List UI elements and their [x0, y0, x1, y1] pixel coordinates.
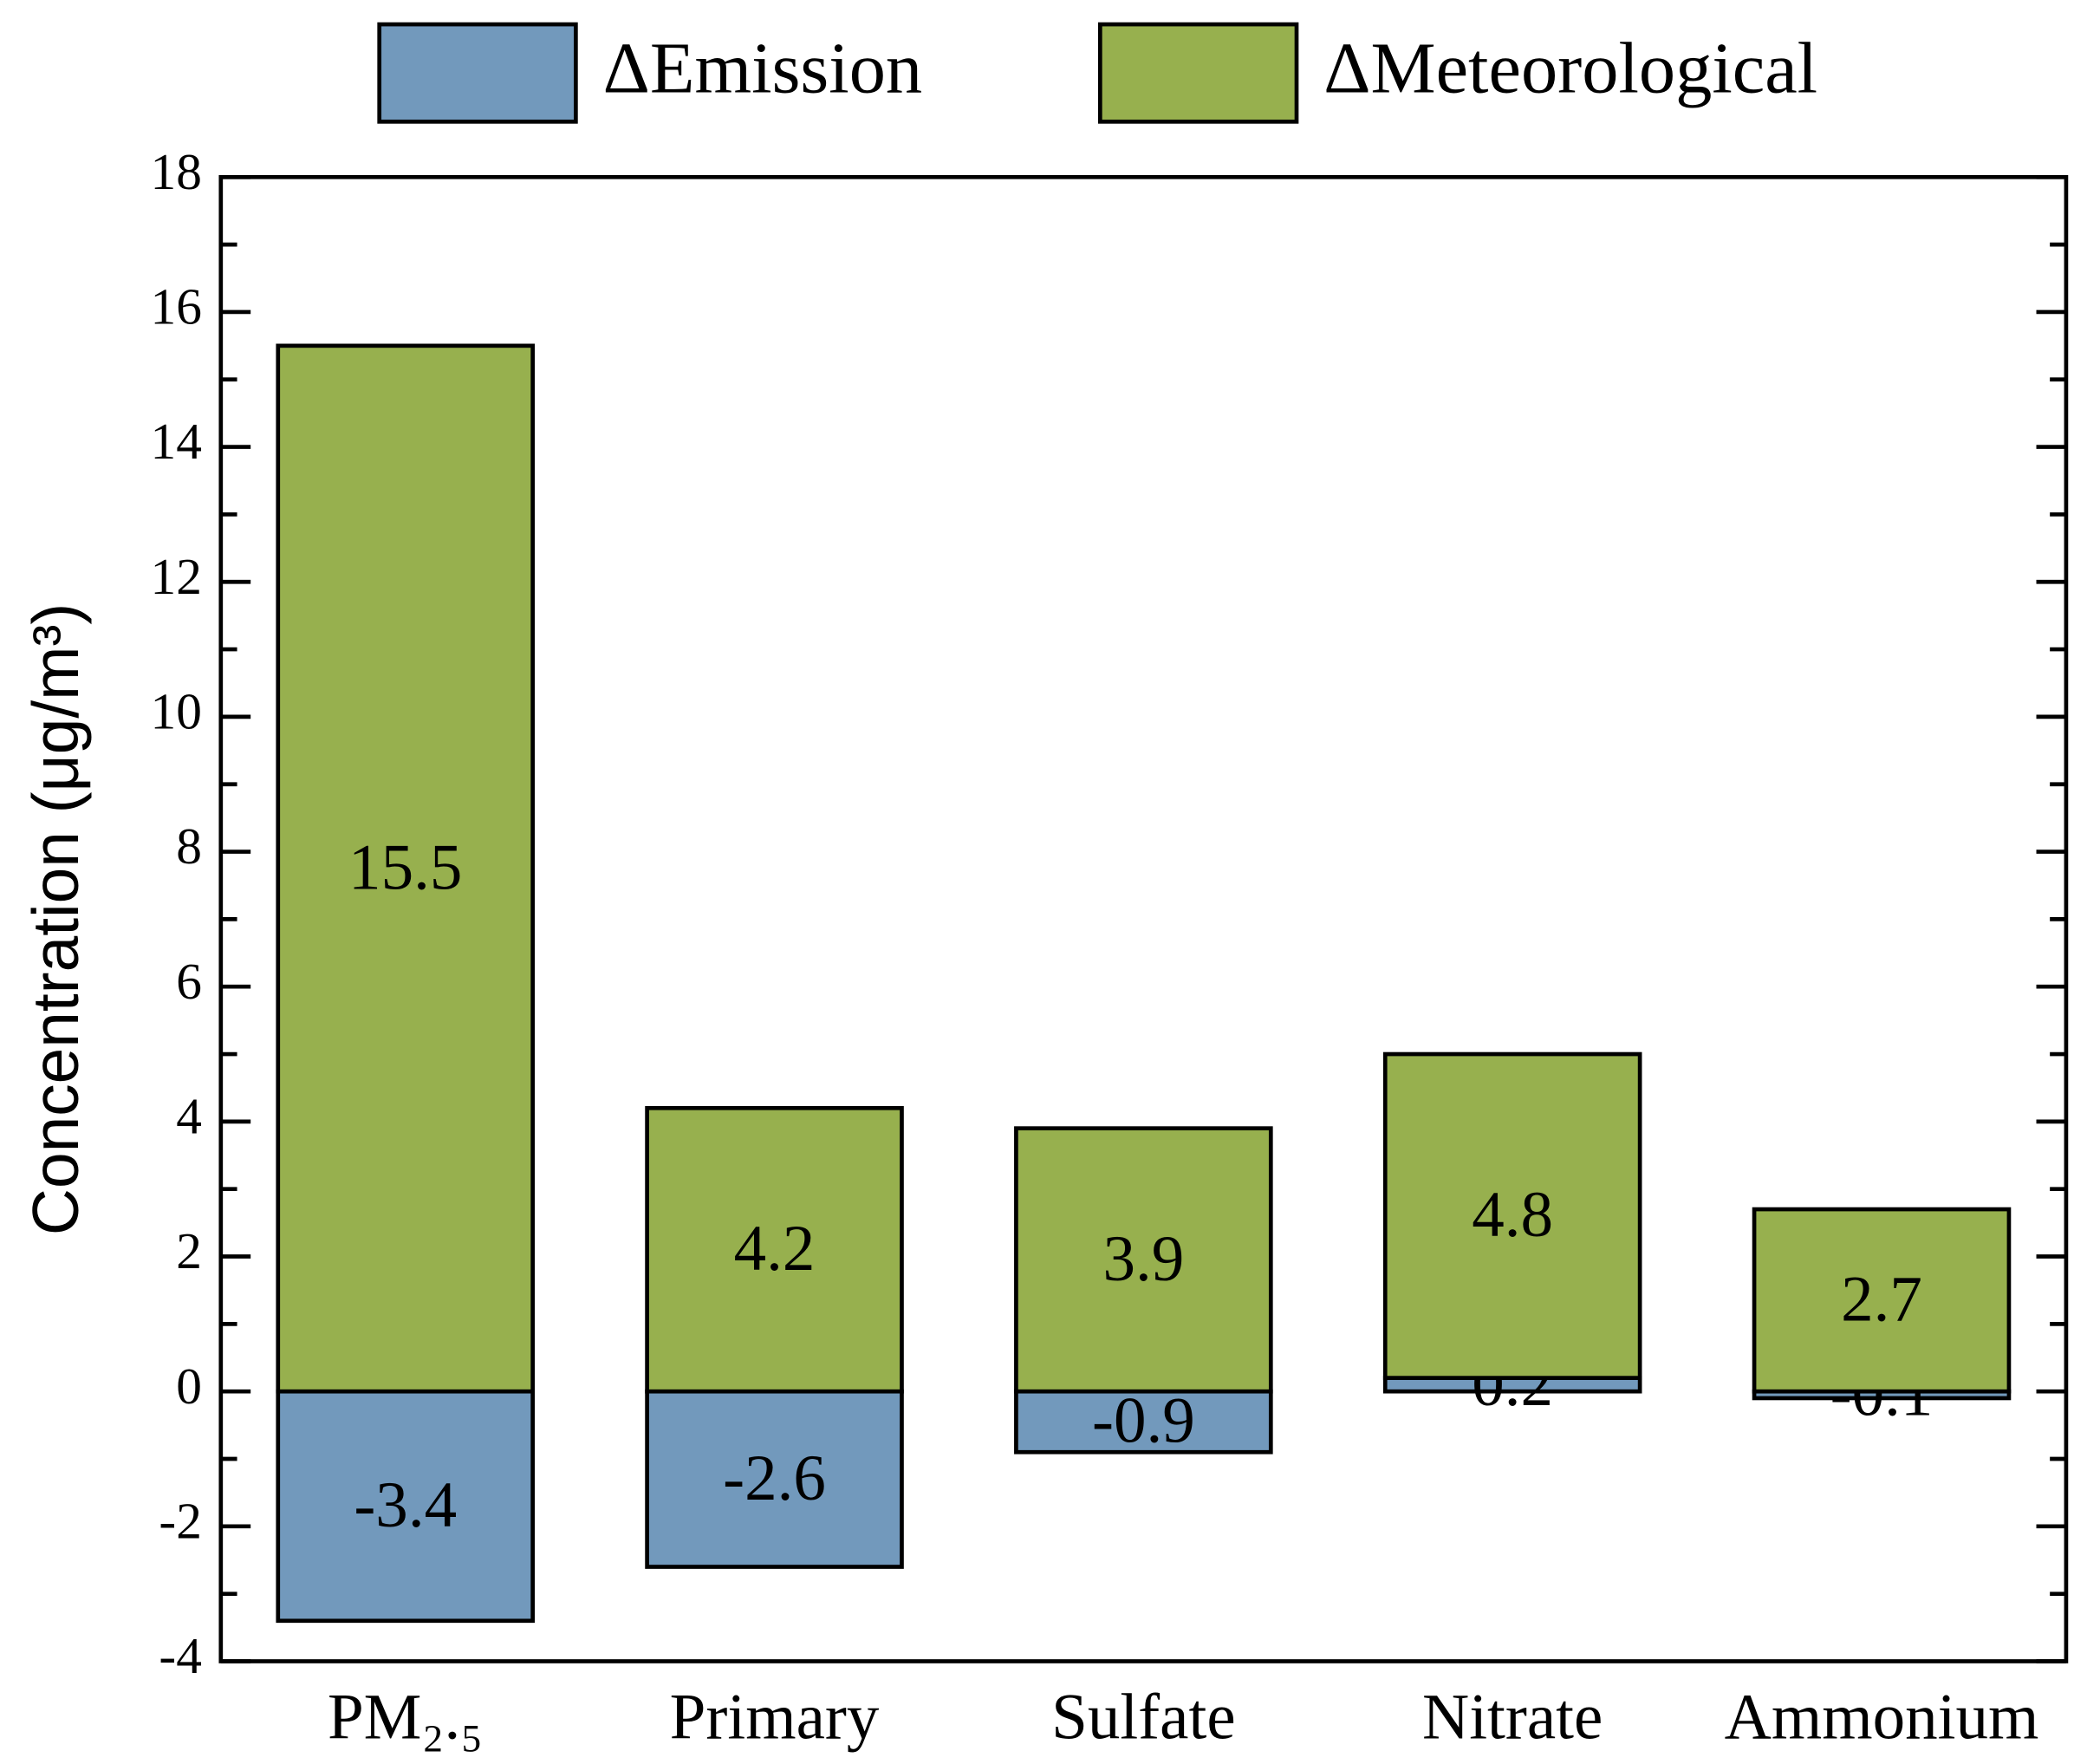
value-label: -0.9	[1092, 1385, 1195, 1457]
bar-segment	[276, 1389, 536, 1624]
legend-swatch	[377, 22, 578, 124]
value-label: -2.6	[723, 1442, 826, 1514]
x-tick-label: Nitrate	[1422, 1681, 1603, 1753]
x-tick-label: PM₂.₅	[328, 1681, 484, 1753]
legend-label: ΔMeteorological	[1323, 29, 1817, 109]
bar-segment	[1014, 1126, 1273, 1394]
y-tick-label: 14	[151, 413, 202, 470]
bar-segment	[276, 343, 536, 1394]
legend-swatch	[1097, 22, 1299, 124]
x-tick-label: Ammonium	[1725, 1681, 2039, 1753]
y-tick-label: 16	[151, 278, 202, 335]
plot-frame	[218, 174, 2069, 1663]
y-tick-label: -4	[159, 1627, 201, 1684]
bar-segment	[1014, 1389, 1273, 1455]
x-tick-label: Sulfate	[1051, 1681, 1236, 1753]
y-tick-label: 4	[176, 1088, 202, 1145]
y-axis-label: Concentration (μg/m³)	[19, 603, 92, 1235]
y-tick-label: 10	[151, 683, 202, 740]
y-tick-label: 2	[176, 1222, 202, 1279]
y-tick-label: 8	[176, 817, 202, 875]
y-tick-label: 18	[151, 143, 202, 200]
y-tick-label: 0	[176, 1357, 202, 1415]
y-tick-label: 6	[176, 953, 202, 1010]
bar-segment	[1752, 1207, 2012, 1394]
bar-segment	[645, 1389, 904, 1569]
value-label: -3.4	[354, 1469, 457, 1541]
y-tick-label: -2	[159, 1492, 201, 1549]
x-tick-label: Primary	[670, 1681, 880, 1753]
bar-segment	[645, 1105, 904, 1394]
value-label: 3.9	[1102, 1223, 1184, 1295]
value-label: 2.7	[1841, 1264, 1922, 1336]
value-label: 4.2	[734, 1213, 816, 1285]
value-label: 4.8	[1472, 1179, 1553, 1251]
value-label: 15.5	[348, 832, 462, 904]
legend-label: ΔEmission	[603, 29, 922, 109]
bar-segment	[1382, 1051, 1642, 1380]
y-tick-label: 12	[151, 548, 202, 605]
